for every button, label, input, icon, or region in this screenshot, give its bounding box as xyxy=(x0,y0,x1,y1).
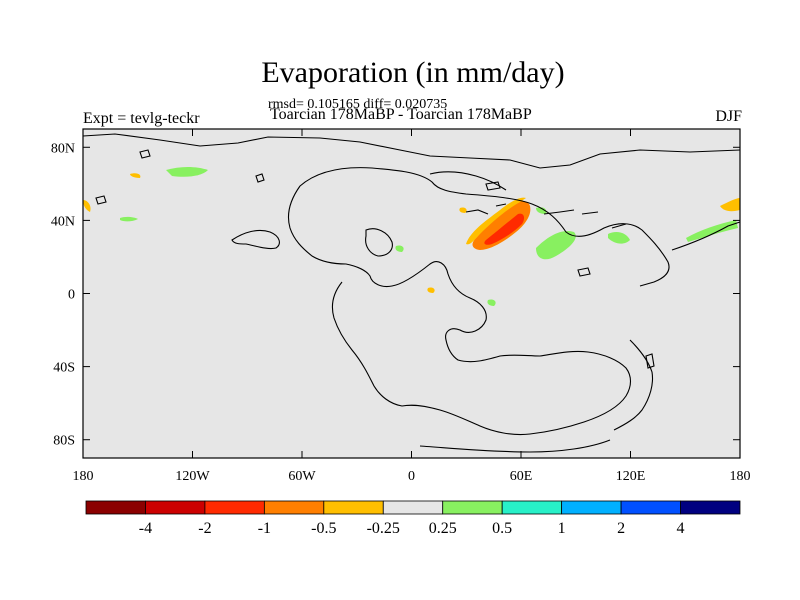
coastline-small-island-6 xyxy=(645,353,655,369)
colorbar-label: 1 xyxy=(558,520,566,537)
coastline-southeast-coast xyxy=(613,339,654,431)
chart-title: Evaporation (in mm/day) xyxy=(261,56,565,89)
anomaly-patch-asia-green xyxy=(608,232,630,244)
coastline-gulf xyxy=(365,228,393,257)
y-tick-label: 40S xyxy=(53,361,75,376)
season-label: DJF xyxy=(715,108,742,125)
colorbar-swatch xyxy=(561,500,622,515)
anomaly-patch-small-green-2 xyxy=(395,245,404,252)
colorbar-label: -0.5 xyxy=(311,520,336,537)
anomaly-patch-small-orange-3 xyxy=(459,207,467,213)
coastline-small-island-3 xyxy=(95,195,107,205)
coastline-small-island-2 xyxy=(255,173,265,183)
anomaly-patch-north-green xyxy=(166,167,208,177)
anomaly-patch-west-orange xyxy=(83,200,91,212)
coastline-small-island-5 xyxy=(577,267,591,277)
x-tick-label: 60W xyxy=(288,469,316,484)
colorbar-swatch xyxy=(263,500,325,515)
colorbar-label: 0.5 xyxy=(492,520,512,537)
colorbar-swatch xyxy=(680,500,741,515)
colorbar-swatch xyxy=(204,500,265,515)
colorbar-swatch xyxy=(620,500,681,515)
map-plot-area xyxy=(83,129,740,458)
colorbar-swatch xyxy=(145,500,206,515)
chart-subtitle: Toarcian 178MaBP - Toarcian 178MaBP xyxy=(270,106,532,123)
colorbar-label: -1 xyxy=(258,520,271,537)
x-tick-label: 180 xyxy=(730,469,751,484)
y-tick-label: 80S xyxy=(53,434,75,449)
colorbar-label: -2 xyxy=(198,520,211,537)
stats-line: rmsd= 0.105165 diff= 0.020735 xyxy=(268,97,448,112)
anomaly-patch-tethys-halo xyxy=(466,197,526,245)
y-tick-label: 40N xyxy=(51,214,75,229)
colorbar-labels: -4 -2 -1 -0.5 -0.25 0.25 0.5 1 2 4 xyxy=(139,520,685,537)
anomaly-patch-small-green-4 xyxy=(487,299,496,306)
anomaly-patch-small-orange-1 xyxy=(130,173,141,178)
y-tick-label: 80N xyxy=(51,141,75,156)
anomaly-patch-tethys-core xyxy=(484,213,525,245)
coastline-west-island xyxy=(231,229,280,250)
coastline-east-margin xyxy=(671,221,741,251)
x-tick-label: 120W xyxy=(175,469,210,484)
coastline-small-island-1 xyxy=(139,149,151,159)
anomaly-patch-east-green xyxy=(536,230,576,260)
colorbar-label: 2 xyxy=(617,520,625,537)
map-frame xyxy=(82,128,741,459)
colorbar-swatch xyxy=(323,500,384,515)
anomaly-patch-small-green-1 xyxy=(120,216,138,222)
anomaly-patches xyxy=(83,167,740,306)
coastline-tethys-islands xyxy=(465,203,627,229)
colorbar xyxy=(85,500,741,515)
coastline-pangaea-main xyxy=(287,167,670,436)
y-tick-label: 0 xyxy=(68,288,75,303)
anomaly-patch-small-green-3 xyxy=(536,207,547,214)
x-tick-label: 120E xyxy=(616,469,646,484)
coastlines xyxy=(82,133,741,453)
x-tick-label: 180 xyxy=(73,469,94,484)
colorbar-label: -4 xyxy=(139,520,152,537)
anomaly-patch-tethys-strong xyxy=(472,200,531,250)
axis-tick-labels: 180 120W 60W 0 60E 120E 180 80N 40N 0 40S 80S xyxy=(51,141,751,484)
anomaly-patch-east-orange xyxy=(720,198,740,212)
colorbar-swatch xyxy=(442,500,503,515)
colorbar-swatch xyxy=(382,500,444,515)
coastline-north xyxy=(82,133,741,169)
x-tick-label: 0 xyxy=(408,469,415,484)
colorbar-label: 4 xyxy=(677,520,685,537)
x-tick-label: 60E xyxy=(510,469,533,484)
experiment-label: Expt = tevlg-teckr xyxy=(83,110,200,127)
anomaly-patch-small-orange-2 xyxy=(427,287,435,293)
colorbar-swatch xyxy=(501,500,563,515)
colorbar-label: 0.25 xyxy=(429,520,457,537)
anomaly-patch-pacific-green xyxy=(686,220,738,242)
coastline-small-island-4 xyxy=(485,181,501,191)
colorbar-swatch xyxy=(85,500,146,515)
coastline-south-extra xyxy=(419,439,611,453)
colorbar-label: -0.25 xyxy=(367,520,400,537)
